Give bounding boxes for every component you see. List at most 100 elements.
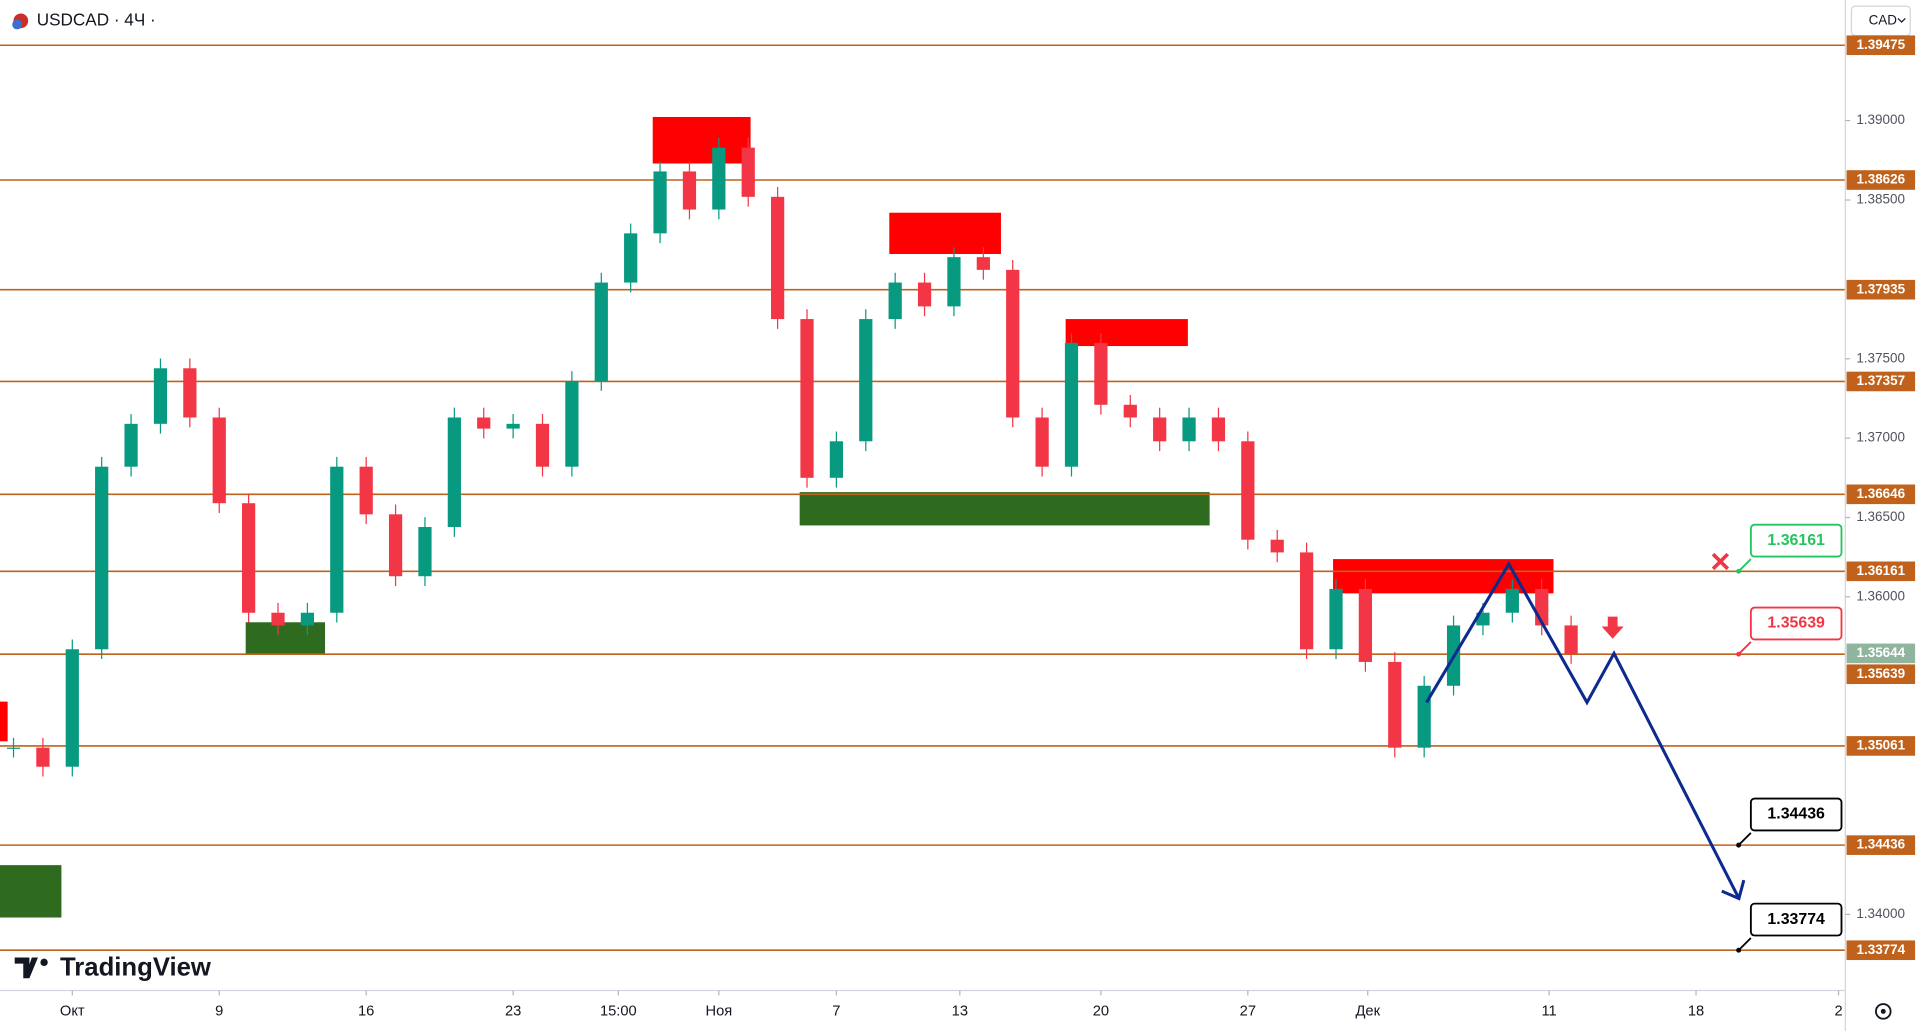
x-tick-label: 18 <box>1688 1003 1704 1019</box>
candle <box>271 612 285 626</box>
projection-line <box>1425 560 1741 900</box>
candle <box>183 368 197 418</box>
annotation-connector <box>1737 937 1752 951</box>
level-label-box <box>1846 835 1916 855</box>
annotation-box <box>1749 902 1843 937</box>
annotation-box <box>1749 523 1843 558</box>
candle <box>153 368 168 424</box>
annotation-connector <box>1737 832 1752 846</box>
plot-area <box>0 44 1846 952</box>
level-label: 1.36161 <box>1856 563 1905 578</box>
annotation-label: 1.34436 <box>1767 806 1825 823</box>
y-tick-label: 1.37500 <box>1856 350 1905 365</box>
zone <box>652 116 751 164</box>
level-label-box <box>1846 940 1916 961</box>
annotation-box <box>1749 606 1843 641</box>
brand-name: TradingView <box>60 953 212 981</box>
x-tick-label: 16 <box>358 1003 374 1019</box>
x-tick-label: Ноя <box>705 1003 732 1019</box>
candle <box>242 503 256 613</box>
candle <box>1211 417 1226 442</box>
last-price-label: 1.35644 <box>1856 645 1905 660</box>
level-label: 1.38626 <box>1856 172 1905 187</box>
symbol-icon <box>12 19 23 30</box>
candle <box>712 147 726 210</box>
x-tick-label: 27 <box>1240 1003 1256 1019</box>
y-tick-label: 1.37000 <box>1856 430 1905 445</box>
candle <box>1006 269 1020 418</box>
candle <box>1123 404 1137 418</box>
candle <box>624 233 638 283</box>
level-label: 1.36646 <box>1856 486 1905 501</box>
y-tick-label: 1.36000 <box>1856 588 1905 603</box>
candle <box>300 612 315 626</box>
candle <box>682 171 697 210</box>
candle <box>36 747 50 767</box>
zone <box>799 492 1210 526</box>
candle <box>1270 539 1284 553</box>
candle <box>1300 552 1314 650</box>
brand-logo <box>40 958 48 967</box>
candle <box>477 417 491 429</box>
last-price-box <box>1846 643 1916 664</box>
annotation-box <box>1749 797 1843 832</box>
settings-icon <box>1880 1008 1886 1014</box>
candle <box>947 257 961 307</box>
y-tick-label: 1.39000 <box>1856 112 1905 127</box>
candle <box>741 147 755 197</box>
candle <box>565 380 579 467</box>
y-tick-label: 1.38500 <box>1856 192 1905 207</box>
currency-caret <box>1897 17 1906 23</box>
level-label: 1.37935 <box>1856 281 1905 296</box>
candle <box>1388 661 1402 748</box>
cancel-mark <box>1711 552 1730 571</box>
projection-arrowhead <box>1721 879 1746 901</box>
candle <box>859 319 873 442</box>
candle <box>1064 342 1079 467</box>
level-label-box <box>1846 279 1916 300</box>
candle <box>976 257 990 270</box>
level-label-box <box>1846 371 1916 392</box>
candle <box>653 171 667 234</box>
candle <box>418 527 432 577</box>
candle <box>1505 588 1519 613</box>
annotation-label: 1.35639 <box>1767 615 1825 632</box>
annotation-connector <box>1737 558 1752 572</box>
candle <box>1153 417 1167 442</box>
zone <box>1065 319 1188 347</box>
candle <box>917 282 932 307</box>
y-tick-label: 1.34000 <box>1856 906 1905 921</box>
candle <box>124 423 138 467</box>
level-label: 1.37357 <box>1856 373 1905 388</box>
x-tick-label: 2 <box>1834 1003 1842 1019</box>
zone <box>0 865 62 918</box>
zone <box>1333 559 1554 594</box>
candle <box>447 417 461 528</box>
sell-arrow <box>1601 616 1624 639</box>
level-label-box <box>1846 664 1916 685</box>
candle <box>594 282 608 381</box>
settings-button[interactable] <box>1875 1003 1892 1020</box>
candle <box>330 466 344 613</box>
candle <box>535 423 550 467</box>
candle <box>95 466 109 650</box>
level-label: 1.35639 <box>1856 666 1905 681</box>
x-tick-label: 9 <box>215 1003 223 1019</box>
symbol-title: USDCAD · 4Ч · <box>37 9 156 29</box>
candle <box>506 423 520 429</box>
level-label-box <box>1846 484 1916 505</box>
candle <box>800 319 814 478</box>
x-tick-label: 11 <box>1541 1003 1556 1019</box>
level-label-box <box>1846 35 1916 56</box>
level-label: 1.39475 <box>1856 37 1905 52</box>
annotation-label: 1.36161 <box>1767 532 1825 549</box>
candle <box>212 417 226 504</box>
annotation-label: 1.33774 <box>1767 911 1825 928</box>
candle <box>829 441 844 478</box>
level-label: 1.34436 <box>1856 837 1905 852</box>
candle <box>1035 417 1049 467</box>
candle <box>1329 588 1343 650</box>
x-tick-label: 23 <box>505 1003 521 1019</box>
currency-label: CAD <box>1869 12 1898 27</box>
